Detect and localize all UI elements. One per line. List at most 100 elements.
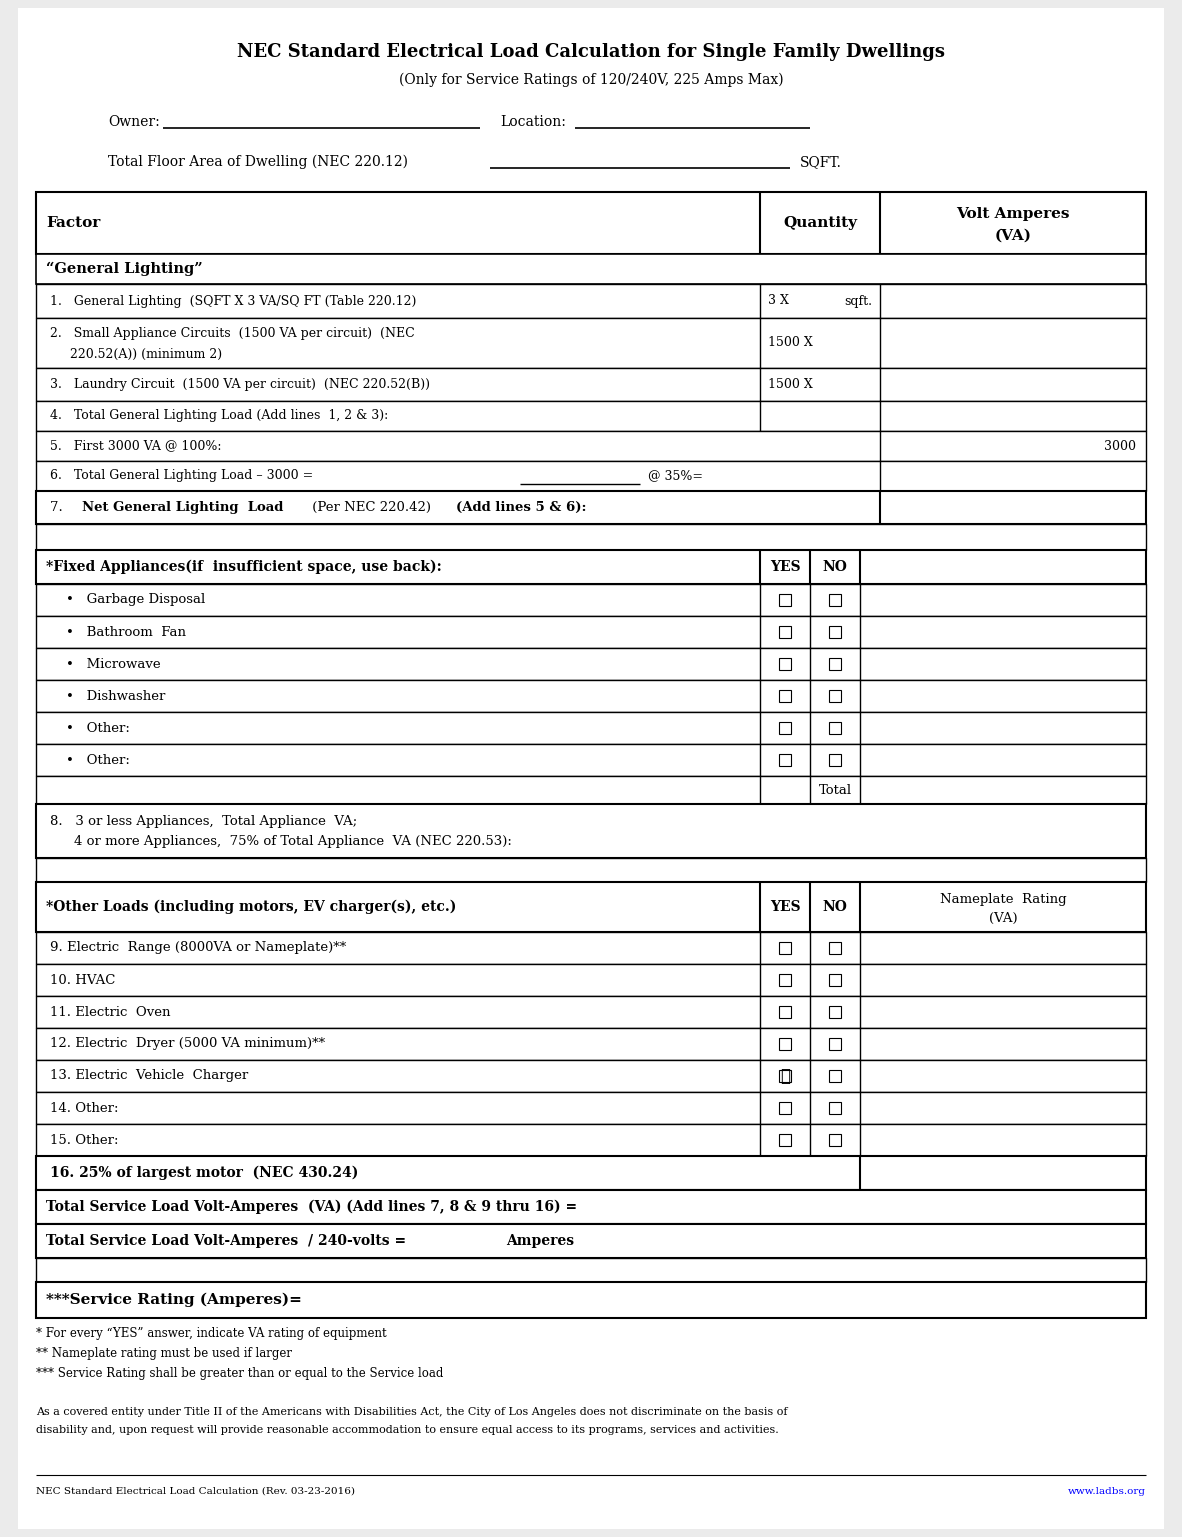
Bar (35, 318, 1147, 367)
Bar (35, 430, 1147, 461)
Text: NO: NO (823, 901, 847, 915)
Text: 11. Electric  Oven: 11. Electric Oven (50, 1005, 170, 1019)
Text: •   Garbage Disposal: • Garbage Disposal (66, 593, 206, 607)
Text: 12. Electric  Dryer (5000 VA minimum)**: 12. Electric Dryer (5000 VA minimum)** (50, 1037, 325, 1050)
Text: www.ladbs.org: www.ladbs.org (1069, 1486, 1147, 1496)
Text: ** Nameplate rating must be used if larger: ** Nameplate rating must be used if larg… (35, 1348, 292, 1360)
Bar (35, 1223, 1147, 1257)
Bar (35, 679, 1147, 712)
Text: ***Service Rating (Amperes)=: ***Service Rating (Amperes)= (46, 1293, 301, 1306)
Bar (35, 649, 1147, 679)
Text: * For every “YES” answer, indicate VA rating of equipment: * For every “YES” answer, indicate VA ra… (35, 1328, 387, 1340)
Bar (779, 626, 791, 638)
Text: (Per NEC 220.42): (Per NEC 220.42) (309, 501, 435, 513)
Text: 5.   First 3000 VA @ 100%:: 5. First 3000 VA @ 100%: (50, 440, 221, 452)
Text: Factor: Factor (46, 217, 100, 231)
Bar (35, 584, 1147, 616)
Bar (35, 882, 1147, 931)
Text: 1500 X: 1500 X (768, 337, 813, 349)
Bar (35, 401, 1147, 430)
Text: 4 or more Appliances,  75% of Total Appliance  VA (NEC 220.53):: 4 or more Appliances, 75% of Total Appli… (74, 836, 512, 848)
Text: NO: NO (823, 559, 847, 573)
Bar (35, 744, 1147, 776)
Bar (35, 616, 1147, 649)
Bar (829, 626, 842, 638)
Bar (35, 996, 1147, 1028)
Bar (779, 1102, 791, 1114)
Bar (35, 804, 1147, 858)
Text: 1.   General Lighting  (SQFT X 3 VA/SQ FT (Table 220.12): 1. General Lighting (SQFT X 3 VA/SQ FT (… (50, 295, 416, 307)
Bar (779, 1134, 791, 1147)
Text: 220.52(A)) (minimum 2): 220.52(A)) (minimum 2) (70, 347, 222, 361)
Bar (35, 858, 1147, 882)
Text: 8.   3 or less Appliances,  Total Appliance  VA;: 8. 3 or less Appliances, Total Appliance… (50, 815, 357, 827)
Text: 15. Other:: 15. Other: (50, 1133, 118, 1147)
Bar (35, 1156, 1147, 1190)
Text: 10. HVAC: 10. HVAC (50, 973, 116, 987)
Text: 1500 X: 1500 X (768, 378, 813, 390)
Bar (829, 690, 842, 702)
Bar (35, 1282, 1147, 1319)
Text: NEC Standard Electrical Load Calculation (Rev. 03-23-2016): NEC Standard Electrical Load Calculation… (35, 1486, 355, 1496)
Bar (779, 690, 791, 702)
Text: 3000: 3000 (1104, 440, 1136, 452)
Text: 13. Electric  Vehicle  Charger: 13. Electric Vehicle Charger (50, 1070, 248, 1082)
Bar (829, 593, 842, 606)
Text: SQFT.: SQFT. (800, 155, 842, 169)
Text: *Other Loads (including motors, EV charger(s), etc.): *Other Loads (including motors, EV charg… (46, 899, 456, 915)
Bar (35, 367, 1147, 401)
Bar (779, 1070, 791, 1082)
Text: *** Service Rating shall be greater than or equal to the Service load: *** Service Rating shall be greater than… (35, 1368, 443, 1380)
Text: disability and, upon request will provide reasonable accommodation to ensure equ: disability and, upon request will provid… (35, 1425, 779, 1436)
Text: 14. Other:: 14. Other: (50, 1102, 118, 1114)
Text: As a covered entity under Title II of the Americans with Disabilities Act, the C: As a covered entity under Title II of th… (35, 1406, 787, 1417)
Bar (829, 942, 842, 954)
Bar (35, 490, 1147, 524)
Text: Owner:: Owner: (108, 115, 160, 129)
Text: “General Lighting”: “General Lighting” (46, 261, 202, 277)
Bar (35, 1124, 1147, 1156)
Bar (829, 1070, 842, 1082)
Text: 3 X: 3 X (768, 295, 788, 307)
Text: ✓: ✓ (780, 1068, 790, 1085)
Text: •   Bathroom  Fan: • Bathroom Fan (66, 626, 186, 638)
Bar (779, 942, 791, 954)
Bar (829, 658, 842, 670)
Text: Volt Amperes: Volt Amperes (956, 207, 1070, 221)
Bar (35, 1028, 1147, 1061)
Bar (35, 550, 1147, 584)
Bar (829, 974, 842, 987)
Text: (VA): (VA) (988, 911, 1018, 924)
Bar (779, 755, 791, 765)
Bar (829, 1102, 842, 1114)
Text: (VA): (VA) (994, 229, 1032, 243)
Text: •   Microwave: • Microwave (66, 658, 161, 670)
Text: Location:: Location: (500, 115, 566, 129)
Text: 9. Electric  Range (8000VA or Nameplate)**: 9. Electric Range (8000VA or Nameplate)*… (50, 942, 346, 954)
Bar (829, 755, 842, 765)
Text: Total Service Load Volt-Amperes  (VA) (Add lines 7, 8 & 9 thru 16) =: Total Service Load Volt-Amperes (VA) (Ad… (46, 1200, 577, 1214)
Text: (Only for Service Ratings of 120/240V, 225 Amps Max): (Only for Service Ratings of 120/240V, 2… (398, 72, 784, 88)
Text: 16. 25% of largest motor  (NEC 430.24): 16. 25% of largest motor (NEC 430.24) (50, 1165, 358, 1180)
Text: Nameplate  Rating: Nameplate Rating (940, 893, 1066, 907)
Text: NEC Standard Electrical Load Calculation for Single Family Dwellings: NEC Standard Electrical Load Calculation… (238, 43, 944, 61)
Bar (35, 284, 1147, 318)
Text: •   Other:: • Other: (66, 753, 130, 767)
Text: Net General Lighting  Load: Net General Lighting Load (82, 501, 284, 513)
Text: YES: YES (769, 559, 800, 573)
Bar (779, 974, 791, 987)
Text: 2.   Small Appliance Circuits  (1500 VA per circuit)  (NEC: 2. Small Appliance Circuits (1500 VA per… (50, 327, 415, 341)
Bar (35, 964, 1147, 996)
Text: @ 35%=: @ 35%= (648, 469, 703, 483)
Text: •   Other:: • Other: (66, 721, 130, 735)
Text: Total Service Load Volt-Amperes  / 240-volts =: Total Service Load Volt-Amperes / 240-vo… (46, 1234, 407, 1248)
Bar (829, 1134, 842, 1147)
Text: 3.   Laundry Circuit  (1500 VA per circuit)  (NEC 220.52(B)): 3. Laundry Circuit (1500 VA per circuit)… (50, 378, 430, 390)
Text: Total Floor Area of Dwelling (NEC 220.12): Total Floor Area of Dwelling (NEC 220.12… (108, 155, 408, 169)
Bar (35, 931, 1147, 964)
Bar (779, 658, 791, 670)
Text: Quantity: Quantity (782, 217, 857, 231)
Text: Amperes: Amperes (506, 1234, 574, 1248)
Bar (779, 722, 791, 735)
Text: 4.   Total General Lighting Load (Add lines  1, 2 & 3):: 4. Total General Lighting Load (Add line… (50, 409, 388, 423)
